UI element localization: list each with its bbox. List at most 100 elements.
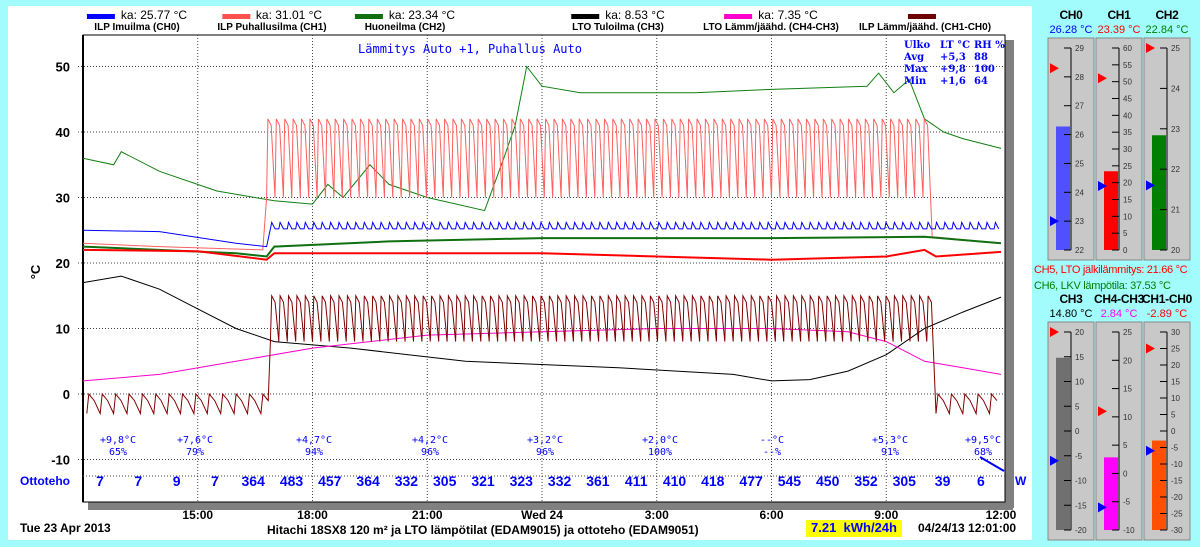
power-value: 9: [173, 473, 181, 489]
gauge-tick-label: 0: [1123, 469, 1128, 478]
weather-rh: 79%: [186, 447, 204, 458]
y-tick-label: -10: [51, 453, 70, 468]
gauge-min-marker-icon: [1050, 216, 1059, 227]
gauge-tick-label: -10: [1171, 460, 1183, 469]
weather-rh: 68%: [974, 447, 992, 458]
weather-temp: +7,6°C: [177, 435, 213, 446]
legend-swatch: [221, 13, 250, 19]
gauge-fill: [1152, 440, 1166, 530]
gauge-tick-label: 20: [1123, 356, 1132, 365]
power-value: 545: [778, 473, 802, 489]
gauge-max-marker-icon: [1050, 327, 1059, 337]
power-value: 364: [242, 473, 266, 489]
gauge-tick-label: 23: [1075, 217, 1084, 226]
ch5-readout: CH5, LTO jälkilämmitys: 21.66 °C: [1034, 264, 1188, 276]
gauge-title: CH1: [1107, 8, 1131, 22]
gauge-tick-label: 24: [1075, 188, 1084, 197]
legend-item: ka: 8.53 °C LTO Tuloilma (CH3): [571, 8, 665, 33]
outdoor-stat-cell: RH %: [974, 40, 1005, 51]
plot-shadow-bottom: [88, 502, 1013, 510]
power-value: 332: [395, 473, 419, 489]
y-tick-label: 10: [56, 322, 70, 337]
gauge-tick-label: 30: [1171, 328, 1180, 337]
mode-text: Lämmitys Auto +1, Puhallus Auto: [358, 42, 582, 56]
y-tick-label: 20: [56, 256, 70, 271]
legend-item: ILP Lämm/jäähd. (CH1-CH0): [859, 8, 991, 33]
gauge-tick-label: 20: [1171, 361, 1180, 370]
gauge-tick-label: 60: [1123, 44, 1132, 53]
gauge-tick-label: 0: [1123, 246, 1128, 255]
gauge-tick-label: -15: [1171, 477, 1183, 486]
x-tick-label: 12:00: [986, 508, 1017, 522]
weather-rh: 94%: [305, 447, 323, 458]
power-value: 410: [663, 473, 687, 489]
gauge-tick-label: 20: [1171, 246, 1180, 255]
gauge-min-marker-icon: [1146, 180, 1155, 191]
legend-swatch: [354, 13, 383, 19]
series-line-ch6-lkv: [82, 65, 1002, 212]
legend-item: ka: 7.35 °C LTO Lämm/jäähd. (CH4-CH3): [703, 8, 839, 33]
power-value: 450: [816, 473, 840, 489]
gauge-title: CH0: [1059, 8, 1083, 22]
gauge-tick-label: 28: [1075, 73, 1084, 82]
series-line-ch2: [82, 235, 1002, 258]
power-value: 6: [977, 473, 985, 489]
legend-label: ILP Lämm/jäähd. (CH1-CH0): [858, 22, 992, 33]
gauge-fill: [1056, 357, 1070, 530]
gauge-tick-label: -20: [1075, 526, 1087, 535]
energy-badge: 7.21 kWh/24h: [806, 520, 902, 537]
x-tick-label: Wed 24: [521, 508, 563, 522]
date-label: Tue 23 Apr 2013: [20, 521, 111, 535]
gauge-max-marker-icon: [1098, 73, 1107, 84]
series-line-ch5: [82, 248, 1002, 261]
gauge-value: 23.39 °C: [1097, 24, 1141, 36]
gauge-min-marker-icon: [1050, 455, 1059, 466]
x-tick-label: 21:00: [412, 508, 443, 522]
power-value: 418: [701, 473, 725, 489]
weather-rh: 65%: [109, 447, 127, 458]
plot-area: [82, 34, 1006, 503]
power-value: 321: [471, 473, 495, 489]
gauge-tick-label: 5: [1123, 441, 1128, 450]
legend-average: ka: 7.35 °C: [758, 8, 818, 22]
weather-rh: 91%: [881, 447, 899, 458]
gauge-tick-label: 15: [1171, 378, 1180, 387]
gauge-value: 14.80 °C: [1049, 308, 1093, 320]
gauge-tick-label: 10: [1171, 394, 1180, 403]
gauge-max-marker-icon: [1050, 63, 1059, 74]
gauge-tick-label: -20: [1171, 493, 1183, 502]
y-tick-label: 50: [56, 60, 70, 75]
outdoor-stat-cell: 100: [974, 64, 995, 75]
gauge-tick-label: -5: [1075, 452, 1083, 461]
gauge-value: 26.28 °C: [1049, 24, 1093, 36]
gauge-tick-label: -5: [1171, 444, 1179, 453]
gauge-title: CH2: [1155, 8, 1179, 22]
legend-swatch: [86, 13, 115, 19]
gauge-tick-label: 25: [1075, 159, 1084, 168]
gauge-tick-label: 50: [1123, 78, 1132, 87]
gauge-max-marker-icon: [1146, 343, 1155, 354]
power-value: 361: [586, 473, 610, 489]
gauge-tick-label: 20: [1075, 328, 1084, 337]
gauge-fill: [1104, 171, 1118, 250]
legend-label: LTO Lämm/jäähd. (CH4-CH3): [703, 22, 839, 33]
gauge-value: 22.84 °C: [1145, 24, 1189, 36]
power-value: 305: [433, 473, 457, 489]
gauge-value: -2.89 °C: [1146, 308, 1188, 320]
gauge-min-marker-icon: [1098, 502, 1107, 513]
power-value: 39: [935, 473, 951, 489]
gauge-tick-label: 15: [1123, 196, 1132, 205]
legend-swatch: [724, 13, 753, 19]
gauge-tick-label: 10: [1075, 378, 1084, 387]
legend-label: ILP Imuilma (CH0): [94, 22, 180, 33]
weather-temp: --°C: [760, 435, 784, 446]
legend-item: ka: 31.01 °C ILP Puhallusilma (CH1): [217, 8, 326, 33]
x-tick-label: 15:00: [182, 508, 213, 522]
gauge-tick-label: -15: [1075, 501, 1087, 510]
outdoor-stat-cell: +9,8: [940, 64, 966, 75]
power-value: 7: [211, 473, 219, 489]
legend-swatch: [571, 13, 600, 19]
gauge-tick-label: 23: [1171, 125, 1180, 134]
gauge-tick-label: 40: [1123, 111, 1132, 120]
